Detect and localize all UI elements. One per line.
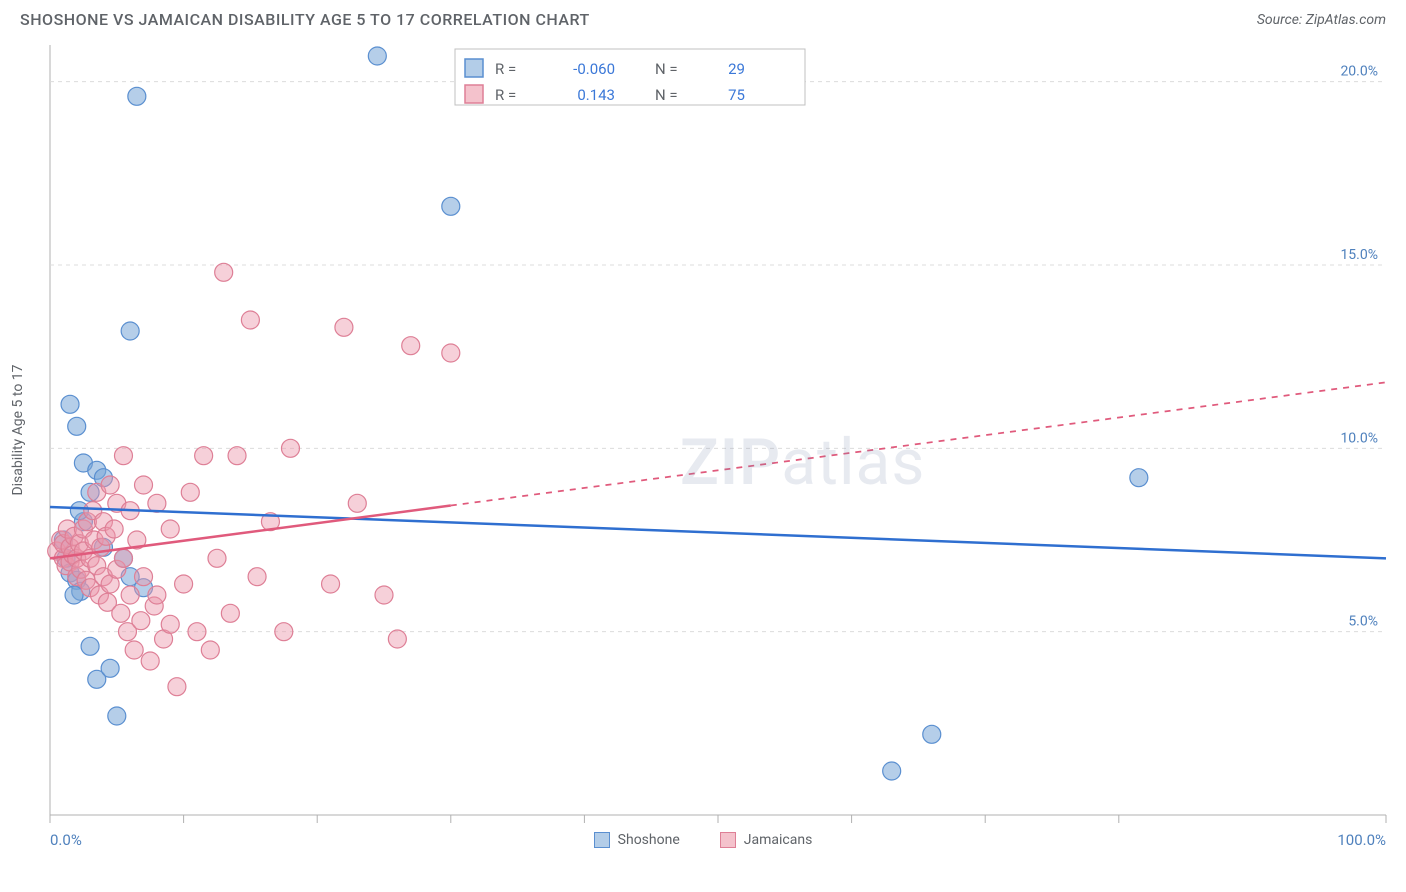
data-point [135, 476, 153, 494]
source-attribution: Source: ZipAtlas.com [1257, 12, 1386, 28]
legend-item-shoshone: Shoshone [594, 832, 680, 848]
data-point [221, 604, 239, 622]
data-point [161, 520, 179, 538]
data-point [101, 659, 119, 677]
legend-swatch-shoshone [594, 832, 610, 848]
data-point [322, 575, 340, 593]
data-point [141, 652, 159, 670]
data-point [188, 623, 206, 641]
data-point [175, 575, 193, 593]
x-axis-end-label: 100.0% [1337, 831, 1386, 849]
data-point [923, 725, 941, 743]
data-point [105, 520, 123, 538]
data-point [114, 447, 132, 465]
data-point [368, 47, 386, 65]
legend-n-label: N = [655, 86, 678, 104]
data-point [228, 447, 246, 465]
data-point [68, 417, 86, 435]
data-point [81, 637, 99, 655]
data-point [201, 641, 219, 659]
data-point [388, 630, 406, 648]
regression-line-dashed [451, 382, 1386, 505]
data-point [168, 678, 186, 696]
data-point [215, 263, 233, 281]
y-axis-title: Disability Age 5 to 17 [10, 364, 26, 495]
source-name: ZipAtlas.com [1306, 12, 1386, 28]
data-point [281, 439, 299, 457]
data-point [148, 586, 166, 604]
data-point [112, 604, 130, 622]
chart-container: 5.0% 10.0% 15.0% 20.0% Disability Age 5 to 1… [0, 35, 1406, 855]
y-axis-label: 15.0% [1340, 247, 1378, 263]
data-point [101, 476, 119, 494]
data-point [348, 494, 366, 512]
chart-title: SHOSHONE VS JAMAICAN DISABILITY AGE 5 TO… [20, 10, 590, 29]
legend-label-jamaicans: Jamaicans [744, 832, 813, 848]
source-label: Source: [1257, 12, 1306, 28]
data-point [108, 707, 126, 725]
legend-swatch [465, 59, 483, 77]
data-point [161, 615, 179, 633]
data-point [208, 549, 226, 567]
data-point [442, 197, 460, 215]
y-axis-label: 5.0% [1348, 614, 1378, 630]
legend-r-value: -0.060 [573, 60, 615, 78]
data-point [248, 568, 266, 586]
data-point [61, 395, 79, 413]
legend-n-value: 29 [728, 60, 745, 78]
data-point [121, 322, 139, 340]
x-axis-start-label: 0.0% [50, 831, 82, 849]
y-axis-label: 20.0% [1340, 64, 1378, 80]
legend-swatch [465, 85, 483, 103]
scatter-chart: 5.0% 10.0% 15.0% 20.0% Disability Age 5 to 1… [0, 35, 1406, 855]
data-point [135, 568, 153, 586]
data-point [65, 586, 83, 604]
x-axis-footer: 0.0% Shoshone Jamaicans 100.0% [0, 825, 1406, 855]
data-point [335, 318, 353, 336]
data-point [125, 641, 143, 659]
chart-header: SHOSHONE VS JAMAICAN DISABILITY AGE 5 TO… [0, 0, 1406, 35]
legend-r-label: R = [495, 60, 516, 78]
data-point [402, 337, 420, 355]
data-point [132, 612, 150, 630]
legend-n-value: 75 [728, 86, 745, 104]
legend-swatch-jamaicans [720, 832, 736, 848]
data-point [181, 483, 199, 501]
legend-item-jamaicans: Jamaicans [720, 832, 813, 848]
data-point [128, 87, 146, 105]
data-point [241, 311, 259, 329]
legend-label-shoshone: Shoshone [618, 832, 680, 848]
legend-r-label: R = [495, 86, 516, 104]
legend-n-label: N = [655, 60, 678, 78]
data-point [275, 623, 293, 641]
data-point [883, 762, 901, 780]
data-point [114, 549, 132, 567]
data-point [442, 344, 460, 362]
data-point [1130, 469, 1148, 487]
data-point [121, 586, 139, 604]
data-point [375, 586, 393, 604]
data-point [195, 447, 213, 465]
legend-r-value: 0.143 [577, 86, 615, 104]
y-axis-label: 10.0% [1340, 430, 1378, 446]
